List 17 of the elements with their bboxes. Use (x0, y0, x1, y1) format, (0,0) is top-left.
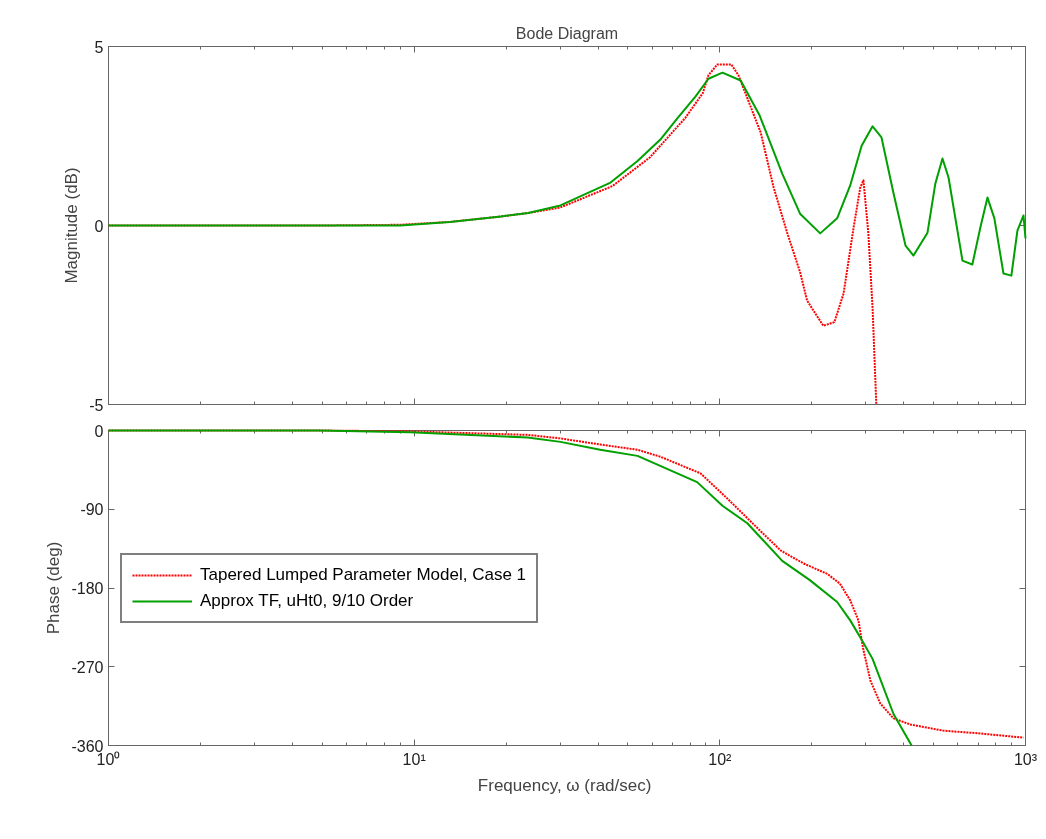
y-tick-label: 0 (94, 422, 104, 440)
y-tick-label: -180 (71, 580, 104, 597)
x-axis-title: Frequency, ω (rad/sec) (477, 775, 652, 795)
y-tick-label: 0 (94, 217, 104, 235)
x-tick-label: 10⁰ (96, 750, 121, 768)
x-tick-label: 10² (708, 750, 733, 768)
legend-label: Approx TF, uHt0, 9/10 Order (200, 590, 414, 611)
y-tick-label: 5 (94, 38, 104, 56)
y-axis-title: Phase (deg) (44, 541, 64, 635)
chart-title: Bode Diagram (515, 24, 619, 42)
y-tick-label: -90 (80, 501, 104, 519)
x-tick-label: 10¹ (402, 750, 426, 768)
y-axis-title: Magnitude (dB) (62, 167, 82, 284)
x-tick-label: 10³ (1013, 750, 1038, 768)
legend-label: Tapered Lumped Parameter Model, Case 1 (200, 564, 527, 585)
y-tick-label: -5 (89, 396, 104, 414)
y-tick-label: -270 (71, 658, 104, 676)
